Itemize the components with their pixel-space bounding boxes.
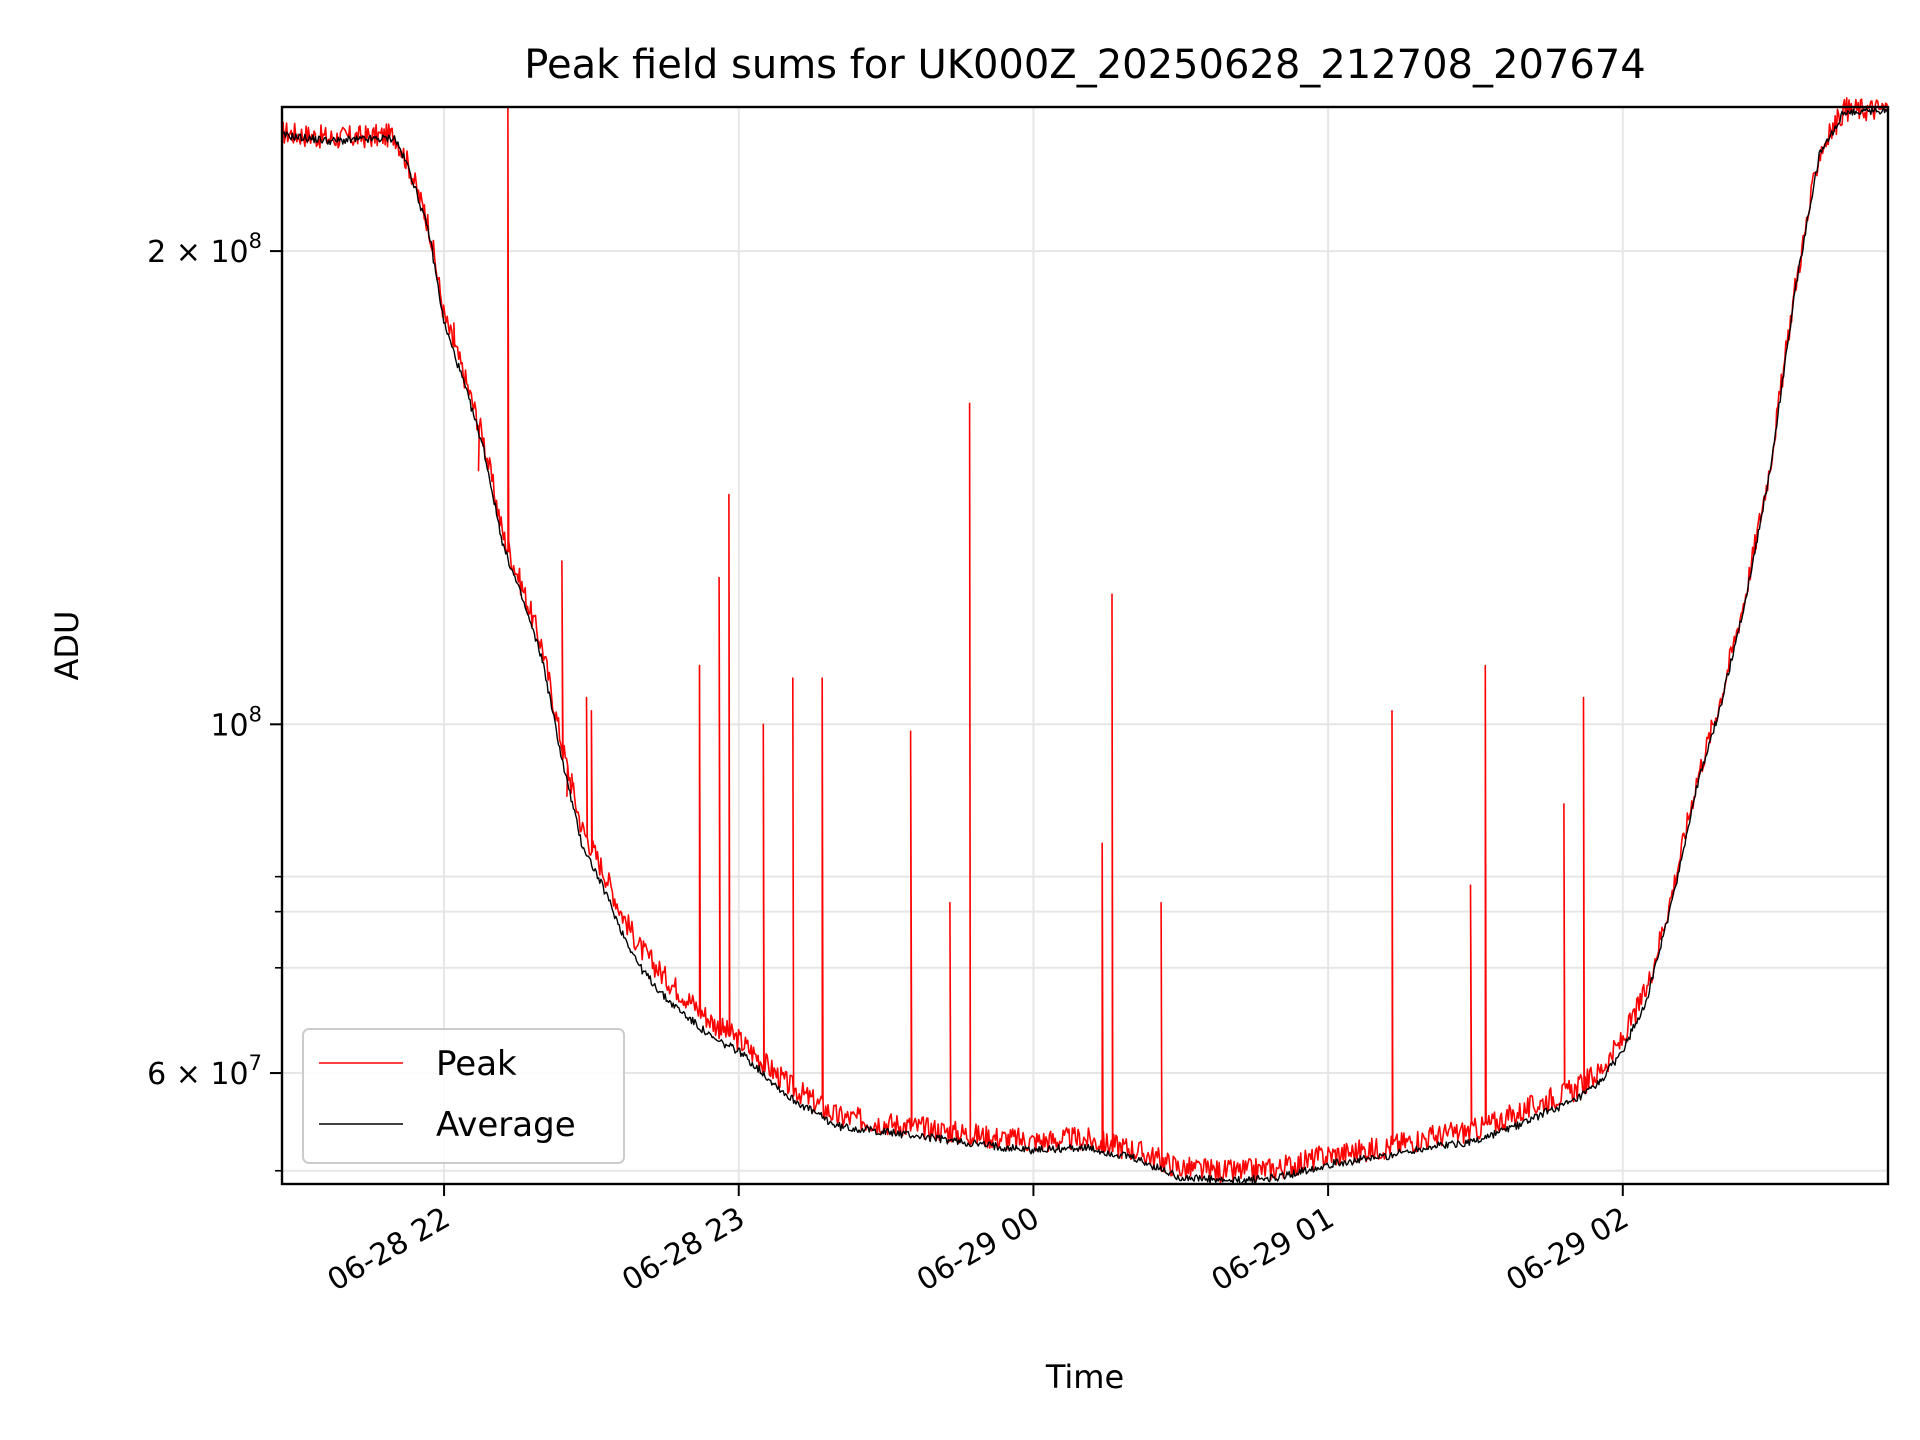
- legend: Peak Average: [302, 1028, 625, 1164]
- series-layer: [281, 97, 1889, 1185]
- average-series-line: [281, 106, 1889, 1185]
- y-tick-label-0: 6 × 107: [147, 1051, 262, 1092]
- y-tick-label-1: 108: [210, 702, 262, 743]
- chart-title: Peak field sums for UK000Z_20250628_2127…: [524, 42, 1645, 88]
- grid-layer: [282, 107, 1888, 1184]
- x-axis-label: Time: [1045, 1358, 1124, 1396]
- y-axis-label: ADU: [48, 611, 86, 681]
- y-tick-label-2: 2 × 108: [147, 229, 262, 270]
- legend-average-label: Average: [436, 1105, 576, 1145]
- peak-series-line: [281, 97, 1889, 1184]
- plot-frame: [280, 105, 1890, 1186]
- legend-peak-label: Peak: [436, 1044, 517, 1084]
